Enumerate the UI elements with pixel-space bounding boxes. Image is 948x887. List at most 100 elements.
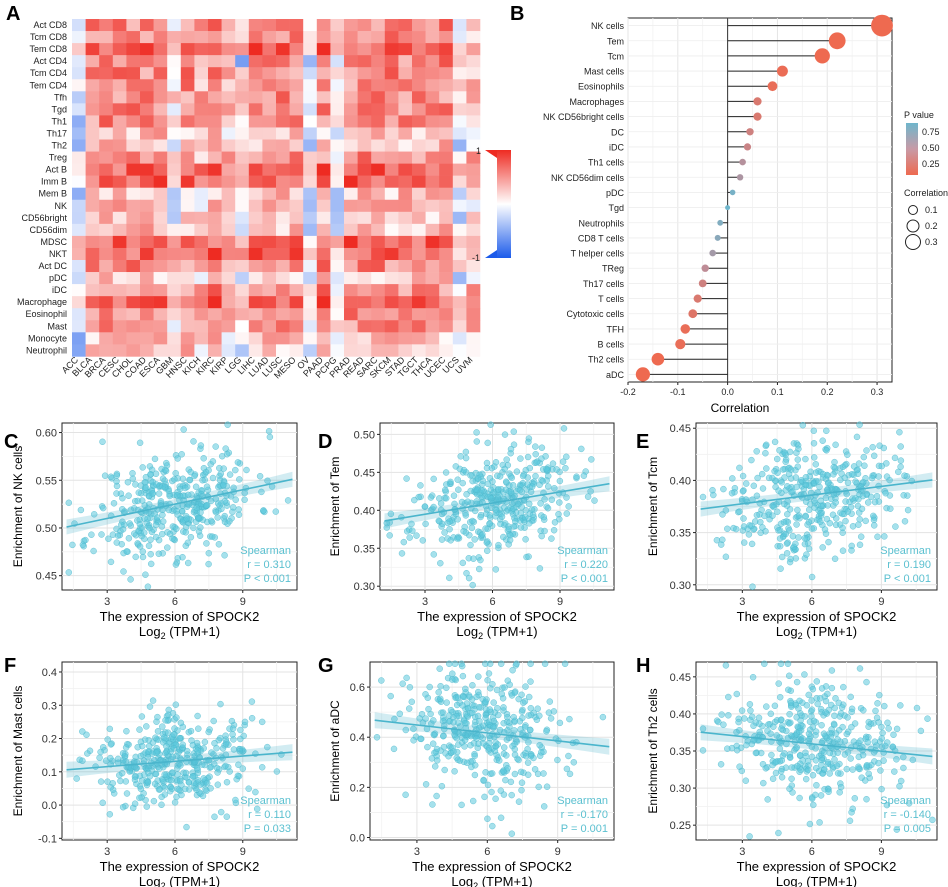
heatmap-cell (72, 139, 86, 152)
scatter-point (819, 470, 827, 478)
scatter-point (145, 742, 153, 750)
scatter-point (191, 472, 198, 480)
heatmap-cell (112, 163, 127, 176)
heatmap-cell (398, 43, 413, 56)
heatmap-cell (208, 332, 222, 345)
heatmap-cell (235, 91, 250, 104)
heatmap-cell (412, 79, 426, 92)
scatter-point (578, 445, 585, 453)
scatter-point (869, 443, 876, 451)
heatmap-cell (140, 344, 154, 357)
colorbar-min-label: -1 (472, 253, 480, 263)
heatmap-cell (99, 103, 114, 116)
x-axis-subtitle-base: 2 (798, 631, 803, 641)
scatter-point (747, 707, 754, 714)
heatmap-cell (330, 139, 345, 152)
scatter-point (843, 730, 851, 738)
heatmap-cell (371, 43, 386, 56)
scatter-point (831, 704, 838, 712)
scatter-point (500, 704, 507, 711)
scatter-point (461, 743, 468, 750)
heatmap-cell (452, 260, 467, 273)
heatmap-cell (248, 320, 263, 333)
heatmap-cell (72, 199, 86, 213)
heatmap-cell (85, 67, 100, 80)
heatmap-cell (99, 79, 114, 92)
heatmap-cell (425, 175, 440, 188)
scatter-point (587, 488, 594, 495)
scatter-point (378, 677, 385, 684)
scatter-point (540, 513, 548, 521)
scatter-point (817, 518, 824, 525)
heatmap-cell (276, 187, 290, 201)
scatter-point (438, 536, 446, 543)
lollipop-category-label: TFH (607, 324, 625, 334)
scatter-point (740, 523, 748, 530)
scatter-point (519, 472, 527, 480)
heatmap-cell (398, 211, 413, 225)
heatmap-cell (112, 19, 127, 32)
scatter-point (483, 547, 491, 555)
scatter-point (450, 492, 458, 499)
heatmap-cell (126, 79, 141, 92)
scatter-point (201, 738, 209, 746)
heatmap-cell (85, 103, 100, 116)
heatmap-cell (248, 163, 263, 176)
scatter-point (502, 478, 510, 485)
y-tick-label: 0.3 (42, 700, 57, 712)
scatter-point (454, 476, 461, 483)
heatmap-cell (412, 19, 426, 32)
scatter-point (406, 684, 414, 691)
scatter-point (507, 445, 515, 453)
heatmap-cell (85, 260, 100, 273)
scatter-point (765, 509, 772, 516)
heatmap-cell (85, 284, 100, 297)
scatter-point (549, 460, 557, 467)
scatter-point (515, 756, 522, 764)
heatmap-cell (99, 127, 114, 140)
scatter-point (802, 775, 810, 783)
heatmap-cell (316, 260, 331, 273)
scatter-point (194, 712, 201, 720)
scatter-point (284, 497, 292, 504)
scatter-point (172, 561, 180, 568)
heatmap-cell (452, 344, 467, 357)
scatter-point (223, 778, 231, 786)
heatmap-cell (140, 91, 154, 104)
heatmap-cell (221, 187, 236, 201)
heatmap-cell (180, 163, 195, 176)
scatter-point (846, 817, 854, 825)
heatmap-cell (316, 320, 331, 333)
heatmap-cell (357, 55, 372, 68)
scatter-point (144, 583, 152, 590)
scatter-point (816, 695, 824, 702)
heatmap-cell (72, 235, 86, 249)
scatter-point (152, 533, 160, 541)
heatmap-cell (439, 43, 454, 56)
scatter-point (458, 662, 466, 670)
heatmap-cell (85, 43, 100, 56)
scatter-point (408, 698, 416, 706)
heatmap-cell (303, 260, 318, 273)
scatter-point (511, 751, 519, 758)
heatmap-cell (398, 308, 413, 321)
scatter-point (535, 783, 542, 791)
heatmap-cell (248, 43, 263, 56)
scatter-point (527, 752, 535, 760)
heatmap-cell (289, 19, 304, 32)
heatmap-cell (235, 296, 250, 309)
stat-p: P = 0.001 (561, 823, 608, 835)
heatmap-cell (221, 308, 236, 321)
stat-method: Spearman (557, 545, 608, 557)
scatter-point (753, 448, 760, 455)
scatter-point (795, 512, 803, 519)
scatter-point (495, 711, 502, 719)
heatmap-cell (344, 91, 358, 104)
heatmap-cell (384, 284, 399, 297)
scatter-point (863, 761, 871, 769)
heatmap-cell (235, 199, 250, 213)
pvalue-legend-tick: 0.50 (922, 143, 940, 153)
heatmap-cell (262, 91, 277, 104)
heatmap-cell (194, 127, 209, 140)
